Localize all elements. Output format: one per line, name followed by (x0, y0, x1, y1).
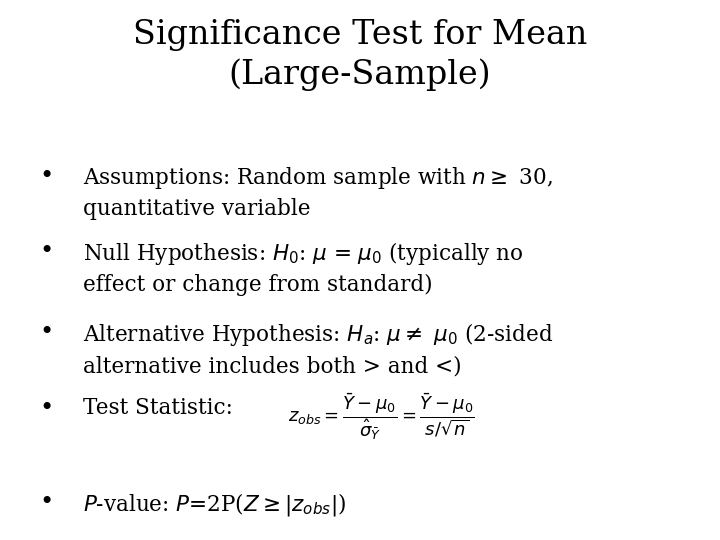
Text: Test Statistic:: Test Statistic: (83, 397, 233, 419)
Text: •: • (40, 491, 54, 515)
Text: •: • (40, 397, 54, 420)
Text: $P$-value: $P$=2P($Z \geq |z_{obs}|$): $P$-value: $P$=2P($Z \geq |z_{obs}|$) (83, 491, 346, 518)
Text: Alternative Hypothesis: $H_a$: $\mu \neq$ $\mu_0$ (2-sided
alternative includes : Alternative Hypothesis: $H_a$: $\mu \neq… (83, 321, 553, 377)
Text: Significance Test for Mean
(Large-Sample): Significance Test for Mean (Large-Sample… (133, 19, 587, 91)
Text: •: • (40, 165, 54, 188)
Text: •: • (40, 240, 54, 264)
Text: Null Hypothesis: $H_0$: $\mu$ = $\mu_0$ (typically no
effect or change from stan: Null Hypothesis: $H_0$: $\mu$ = $\mu_0$ … (83, 240, 523, 296)
Text: Assumptions: Random sample with $n \geq$ 30,
quantitative variable: Assumptions: Random sample with $n \geq$… (83, 165, 552, 219)
Text: $z_{obs} = \dfrac{\bar{Y}-\mu_0}{\hat{\sigma}_{\bar{Y}}} = \dfrac{\bar{Y}-\mu_0}: $z_{obs} = \dfrac{\bar{Y}-\mu_0}{\hat{\s… (288, 392, 474, 442)
Text: •: • (40, 321, 54, 345)
